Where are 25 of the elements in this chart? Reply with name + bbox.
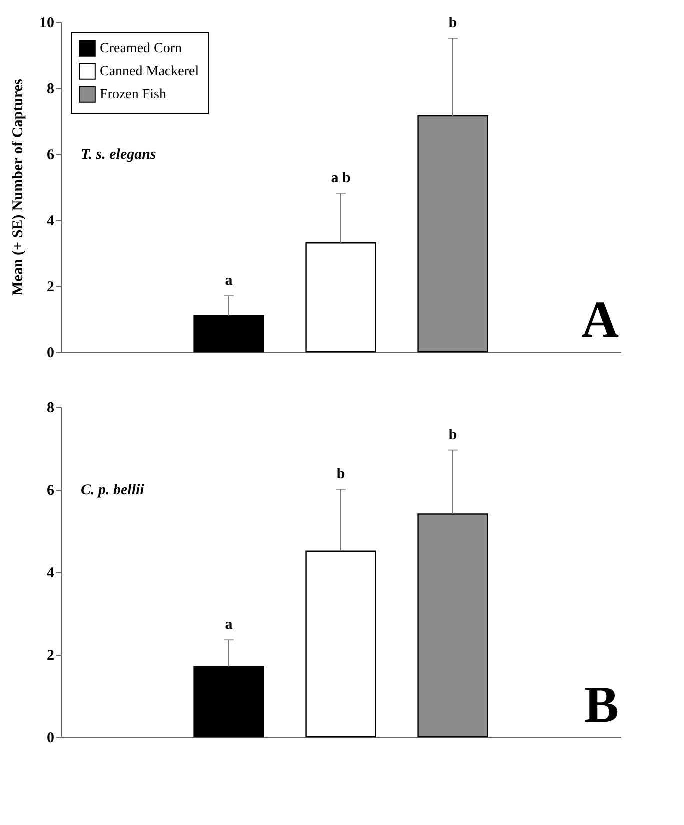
annotation: C. p. bellii <box>81 482 146 498</box>
annotation: T. s. elegans <box>81 147 156 163</box>
y-tick-label: 2 <box>47 280 54 296</box>
y-tick-label: 10 <box>40 16 54 32</box>
y-tick-label: 2 <box>47 648 54 664</box>
annotation: b <box>448 16 458 32</box>
annotation: a b <box>331 170 351 187</box>
y-tick-label: 8 <box>47 400 54 416</box>
annotation: a <box>225 617 234 634</box>
y-tick-label: 4 <box>47 214 55 230</box>
y-tick-label: 8 <box>47 82 54 98</box>
legend-label: Frozen Fish <box>100 88 166 102</box>
y-tick-label: 6 <box>47 483 55 499</box>
y-tick-label: 6 <box>47 148 55 164</box>
y-tick-label: 4 <box>47 566 55 582</box>
y-axis-title: Mean (+ SE) Number of Captures <box>10 78 26 296</box>
annotation: b <box>448 427 458 444</box>
annotation: B <box>584 677 619 734</box>
annotation: a <box>225 272 234 289</box>
annotation: A <box>581 292 620 349</box>
legend-label: Creamed Corn <box>100 42 182 56</box>
y-tick-label: 0 <box>47 730 54 746</box>
annotation: b <box>336 466 346 482</box>
legend-label: Canned Mackerel <box>100 64 200 80</box>
y-tick-label: 0 <box>47 346 54 362</box>
